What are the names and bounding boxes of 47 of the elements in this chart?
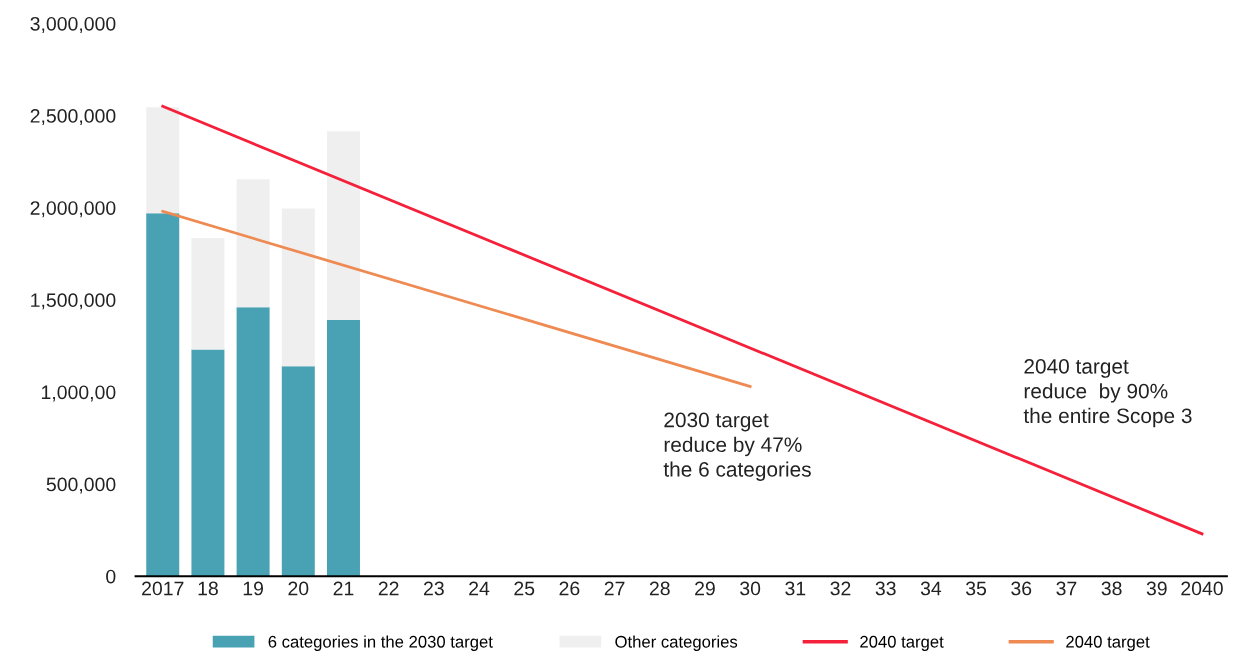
legend-label: 2040 target (1066, 635, 1150, 651)
bar (236, 307, 270, 577)
bar (146, 213, 180, 577)
bar (146, 107, 180, 214)
x-tick-label: 21 (333, 581, 354, 596)
x-tick-label: 33 (875, 581, 896, 596)
y-tick-label: 0 (106, 569, 116, 584)
x-tick-label: 2040 (1181, 581, 1223, 596)
annotation: 2030 target reduce by 47% the 6 categories (663, 412, 811, 481)
x-tick-label: 28 (649, 581, 670, 596)
y-tick-label: 3,000,000 (30, 16, 116, 33)
x-tick-label: 29 (695, 581, 715, 596)
x-tick-label: 18 (198, 581, 218, 596)
x-tick-label: 34 (920, 581, 942, 596)
bar (326, 131, 360, 321)
x-tick-label: 36 (1011, 581, 1032, 596)
x-tick-label: 23 (424, 581, 444, 596)
x-tick-label: 38 (1101, 581, 1122, 596)
y-tick-label: 500,000 (46, 477, 116, 494)
x-tick-label: 24 (469, 581, 490, 596)
y-tick-label: 2,000,000 (30, 201, 116, 218)
y-tick-label: 1,500,000 (31, 293, 116, 310)
bar (236, 179, 270, 308)
x-tick-label: 26 (559, 581, 580, 596)
bar (191, 349, 225, 577)
bar (326, 320, 360, 577)
x-tick-label: 32 (830, 581, 851, 596)
legend-label: Other categories (615, 635, 738, 651)
x-tick-label: 2017 (142, 581, 184, 596)
y-tick-label: 1,000,00 (41, 385, 116, 402)
legend-label: 6 categories in the 2030 target (268, 635, 493, 651)
x-tick-label: 19 (243, 581, 263, 596)
x-tick-label: 35 (965, 581, 987, 596)
legend-label: 2040 target (860, 635, 944, 651)
bar (191, 238, 225, 350)
x-tick-label: 39 (1146, 581, 1167, 596)
x-tick-label: 37 (1056, 581, 1077, 596)
x-tick-label: 27 (604, 581, 625, 596)
y-tick-label: 2,500,000 (30, 109, 116, 126)
x-tick-label: 30 (740, 581, 761, 596)
x-tick-label: 31 (785, 581, 806, 596)
bar (281, 208, 315, 367)
bar (281, 366, 315, 577)
annotation: 2040 target reduce by 90% the entire Scope 3 (1023, 359, 1192, 428)
x-tick-label: 25 (514, 581, 535, 596)
x-tick-label: 20 (288, 581, 309, 596)
x-tick-label: 22 (378, 581, 399, 596)
